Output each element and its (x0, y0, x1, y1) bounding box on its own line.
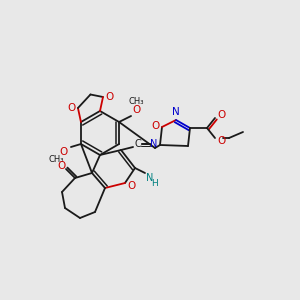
Text: N: N (150, 139, 158, 149)
Text: O: O (127, 181, 135, 191)
Text: O: O (60, 147, 68, 157)
Text: O: O (57, 161, 65, 171)
Text: H: H (152, 179, 158, 188)
Text: C: C (135, 139, 141, 149)
Text: O: O (217, 110, 225, 120)
Text: N: N (146, 173, 154, 183)
Text: CH₃: CH₃ (48, 155, 64, 164)
Text: N: N (172, 107, 180, 117)
Text: CH₃: CH₃ (128, 98, 144, 106)
Text: O: O (132, 105, 140, 115)
Text: O: O (152, 121, 160, 131)
Text: O: O (68, 103, 76, 113)
Text: O: O (217, 136, 225, 146)
Text: O: O (105, 92, 113, 102)
